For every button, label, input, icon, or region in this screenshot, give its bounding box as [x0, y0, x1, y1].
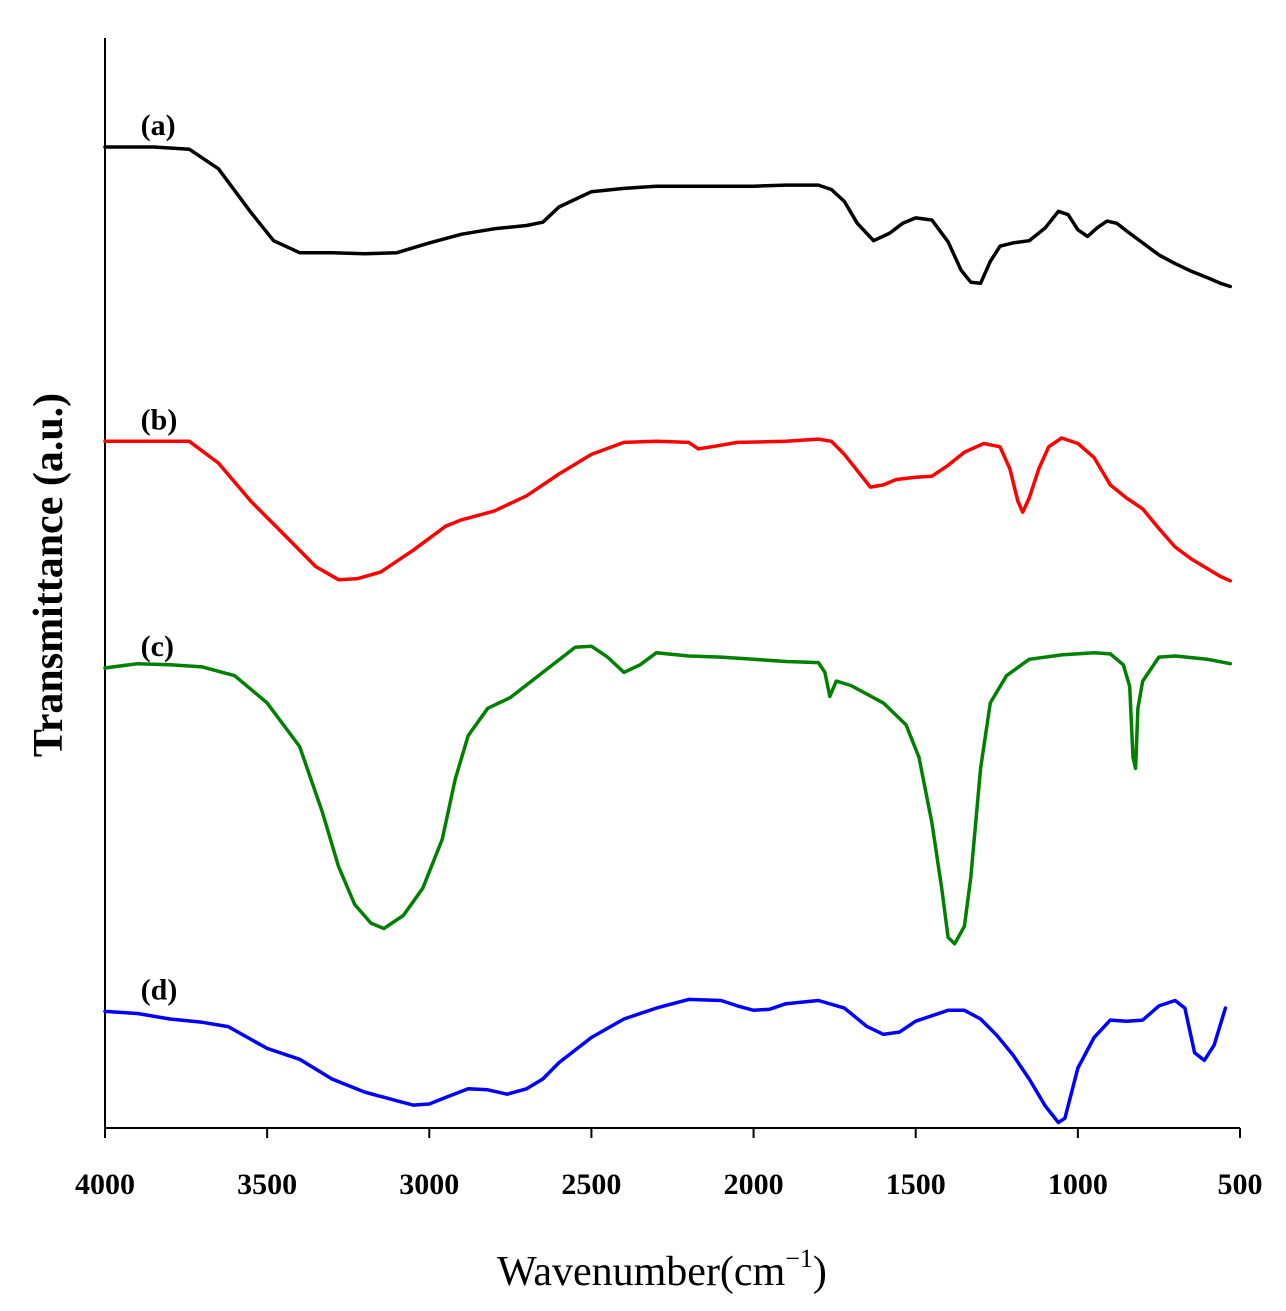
- x-tick-label: 4000: [75, 1168, 135, 1201]
- x-axis-label-main: Wavenumber(cm: [497, 1249, 785, 1295]
- x-tick-label: 1000: [1048, 1168, 1108, 1201]
- x-tick-label: 1500: [886, 1168, 946, 1201]
- x-tick-label: 2000: [724, 1168, 784, 1201]
- series-line-a: [103, 145, 1233, 289]
- series-line-b: [103, 436, 1233, 583]
- x-axis-label: Wavenumber(cm−1): [497, 1244, 827, 1295]
- series-label-a: (a): [141, 109, 176, 142]
- x-tick-label: 3500: [237, 1168, 297, 1201]
- series-labels: (a) (b) (c) (d): [141, 109, 178, 1006]
- y-axis-label: Transmittance (a.u.): [26, 393, 72, 757]
- x-tick-label: 2500: [561, 1168, 621, 1201]
- series-label-c: (c): [141, 630, 174, 663]
- series-line-c: [103, 644, 1233, 946]
- x-ticks: 4000 3500 3000 2500 2000 1500 1000 500: [75, 1128, 1263, 1201]
- x-axis-label-close: ): [813, 1249, 827, 1295]
- series-line-d: [103, 997, 1228, 1125]
- series-label-b: (b): [141, 403, 178, 436]
- x-tick-label: 500: [1218, 1168, 1263, 1201]
- series-lines: [103, 145, 1233, 1125]
- series-label-d: (d): [141, 973, 178, 1006]
- x-axis-label-sup: −1: [785, 1244, 813, 1273]
- x-tick-label: 3000: [399, 1168, 459, 1201]
- axes: [104, 38, 1240, 1129]
